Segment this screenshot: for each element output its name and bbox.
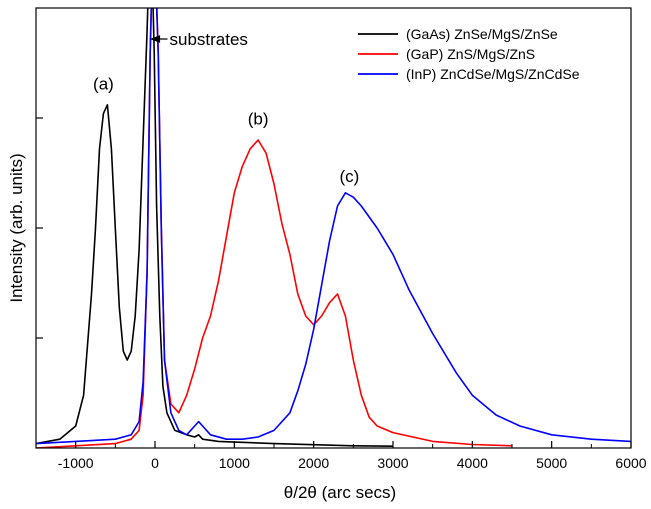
annotation-2: (c) xyxy=(339,167,359,186)
x-tick-label: 6000 xyxy=(615,455,646,471)
x-tick-label: 5000 xyxy=(536,455,567,471)
series-line-2 xyxy=(36,8,631,445)
x-tick-label: 2000 xyxy=(298,455,329,471)
x-tick-label: -1000 xyxy=(58,455,94,471)
annotation-1: (b) xyxy=(248,110,269,129)
arrow-icon xyxy=(149,35,168,43)
annotations: (a) (b) (c) substrates xyxy=(93,30,359,186)
y-axis-title: Intensity (arb. units) xyxy=(7,153,26,302)
x-axis-title: θ/2θ (arc secs) xyxy=(284,483,396,502)
x-tick-label: 0 xyxy=(151,455,159,471)
legend: (GaAs) ZnSe/MgS/ZnSe (GaP) ZnS/MgS/ZnS (In… xyxy=(358,26,580,82)
legend-label-1: (GaP) ZnS/MgS/ZnS xyxy=(406,46,535,62)
annotation-substrates: substrates xyxy=(169,30,247,49)
series-line-0 xyxy=(36,8,394,447)
annotation-0: (a) xyxy=(93,74,114,93)
series-layer xyxy=(36,8,631,448)
x-tick-label: 3000 xyxy=(377,455,408,471)
legend-label-2: (InP) ZnCdSe/MgS/ZnCdSe xyxy=(406,66,580,82)
axes-layer: -1000 0 1000 2000 3000 4000 5000 6000 xyxy=(35,7,647,471)
x-tick-label: 1000 xyxy=(219,455,250,471)
legend-label-0: (GaAs) ZnSe/MgS/ZnSe xyxy=(406,26,558,42)
x-tick-label: 4000 xyxy=(457,455,488,471)
